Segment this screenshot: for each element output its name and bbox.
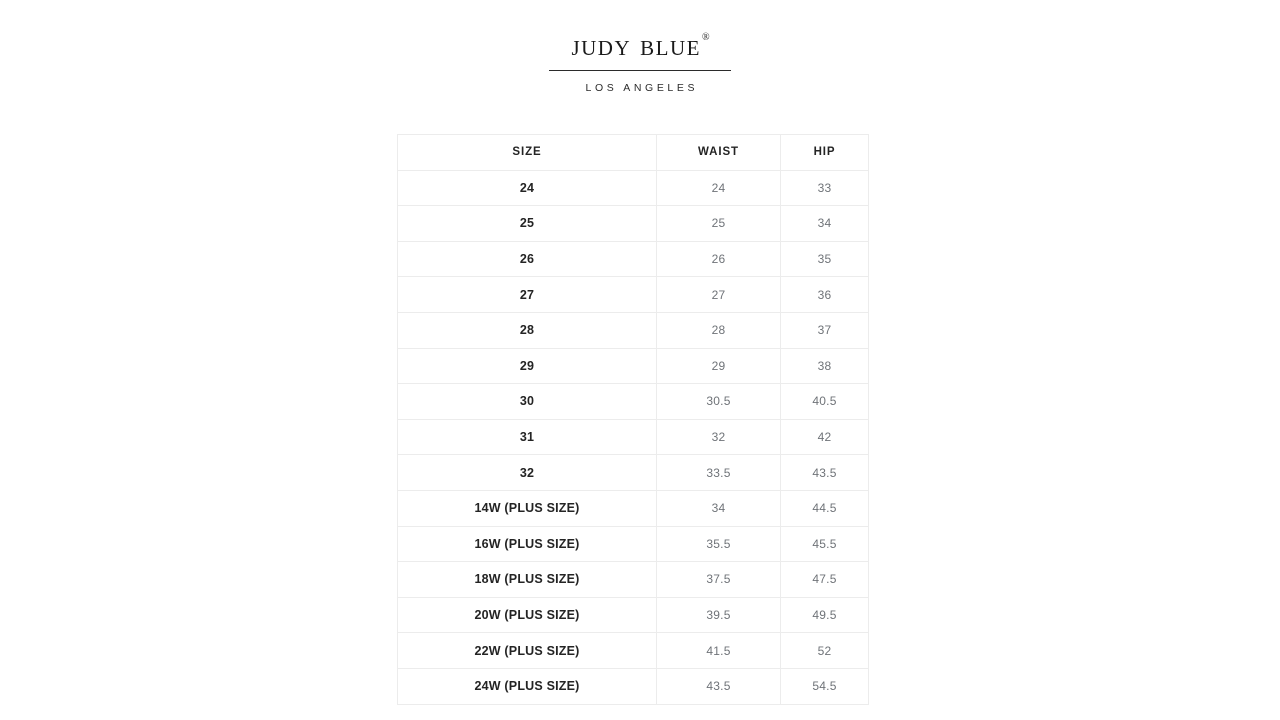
- brand-name-label: Judy Blue: [571, 29, 701, 62]
- table-row: 30 30.5 40.5: [397, 383, 869, 420]
- cell-size: 29: [397, 347, 657, 385]
- column-header-waist: WAIST: [656, 134, 781, 171]
- cell-size: 18W (PLUS SIZE): [397, 561, 657, 598]
- cell-hip: 37: [780, 311, 869, 349]
- cell-waist: 24: [656, 169, 781, 207]
- table-row: 22W (PLUS SIZE) 41.5 52: [397, 632, 869, 669]
- cell-hip: 54.5: [780, 667, 869, 705]
- cell-waist: 25: [656, 205, 781, 242]
- cell-waist: 39.5: [656, 596, 781, 634]
- cell-hip: 36: [780, 276, 869, 313]
- cell-hip: 52: [780, 632, 869, 669]
- cell-hip: 44.5: [780, 489, 869, 527]
- cell-waist: 41.5: [656, 632, 781, 669]
- brand-header: Judy Blue® LOS ANGELES: [0, 30, 1280, 94]
- cell-size: 22W (PLUS SIZE): [397, 632, 657, 669]
- table-row: 25 25 34: [397, 205, 869, 242]
- table-row: 31 32 42: [397, 418, 869, 456]
- table-row: 20W (PLUS SIZE) 39.5 49.5: [397, 596, 869, 634]
- cell-hip: 43.5: [780, 454, 869, 491]
- brand-logo-text: Judy Blue®: [571, 29, 710, 62]
- cell-waist: 32: [656, 418, 781, 456]
- cell-size: 32: [397, 454, 657, 491]
- cell-size: 26: [397, 240, 657, 278]
- cell-waist: 30.5: [656, 383, 781, 420]
- cell-waist: 35.5: [656, 525, 781, 563]
- table-row: 16W (PLUS SIZE) 35.5 45.5: [397, 525, 869, 563]
- cell-size: 30: [397, 383, 657, 420]
- cell-hip: 49.5: [780, 596, 869, 634]
- column-header-hip: HIP: [780, 134, 869, 171]
- table-row: 26 26 35: [397, 240, 869, 278]
- registered-trademark-icon: ®: [701, 32, 710, 43]
- cell-size: 27: [397, 276, 657, 313]
- cell-waist: 43.5: [656, 667, 781, 705]
- table-row: 24 24 33: [397, 169, 869, 207]
- cell-size: 28: [397, 311, 657, 349]
- table-row: 24W (PLUS SIZE) 43.5 54.5: [397, 667, 869, 705]
- cell-size: 20W (PLUS SIZE): [397, 596, 657, 634]
- cell-hip: 47.5: [780, 561, 869, 598]
- table-row: 28 28 37: [397, 311, 869, 349]
- cell-hip: 38: [780, 347, 869, 385]
- cell-waist: 26: [656, 240, 781, 278]
- cell-hip: 33: [780, 169, 869, 207]
- cell-size: 24: [397, 169, 657, 207]
- cell-hip: 40.5: [780, 383, 869, 420]
- cell-waist: 37.5: [656, 561, 781, 598]
- table-row: 14W (PLUS SIZE) 34 44.5: [397, 489, 869, 527]
- table-row: 27 27 36: [397, 276, 869, 313]
- cell-size: 24W (PLUS SIZE): [397, 667, 657, 705]
- table-row: 32 33.5 43.5: [397, 454, 869, 491]
- size-chart-table: SIZE WAIST HIP 24 24 33 25 25 34 26 26 35 27 27 36 2…: [397, 134, 869, 705]
- cell-hip: 42: [780, 418, 869, 456]
- cell-waist: 28: [656, 311, 781, 349]
- brand-subtitle: LOS ANGELES: [585, 81, 699, 94]
- cell-size: 25: [397, 205, 657, 242]
- cell-waist: 29: [656, 347, 781, 385]
- table-row: 29 29 38: [397, 347, 869, 385]
- cell-hip: 35: [780, 240, 869, 278]
- cell-size: 16W (PLUS SIZE): [397, 525, 657, 563]
- size-chart-table-container: SIZE WAIST HIP 24 24 33 25 25 34 26 26 35 27 27 36 2…: [397, 134, 869, 705]
- cell-hip: 45.5: [780, 525, 869, 563]
- table-header: SIZE WAIST HIP: [397, 134, 869, 171]
- cell-size: 31: [397, 418, 657, 456]
- cell-hip: 34: [780, 205, 869, 242]
- cell-waist: 27: [656, 276, 781, 313]
- table-row: 18W (PLUS SIZE) 37.5 47.5: [397, 561, 869, 598]
- table-header-row: SIZE WAIST HIP: [397, 134, 869, 171]
- cell-waist: 34: [656, 489, 781, 527]
- cell-size: 14W (PLUS SIZE): [397, 489, 657, 527]
- table-body: 24 24 33 25 25 34 26 26 35 27 27 36 28 28 37 29 29 38 30 30…: [397, 169, 869, 705]
- column-header-size: SIZE: [397, 134, 657, 171]
- brand-divider: [549, 69, 731, 71]
- cell-waist: 33.5: [656, 454, 781, 491]
